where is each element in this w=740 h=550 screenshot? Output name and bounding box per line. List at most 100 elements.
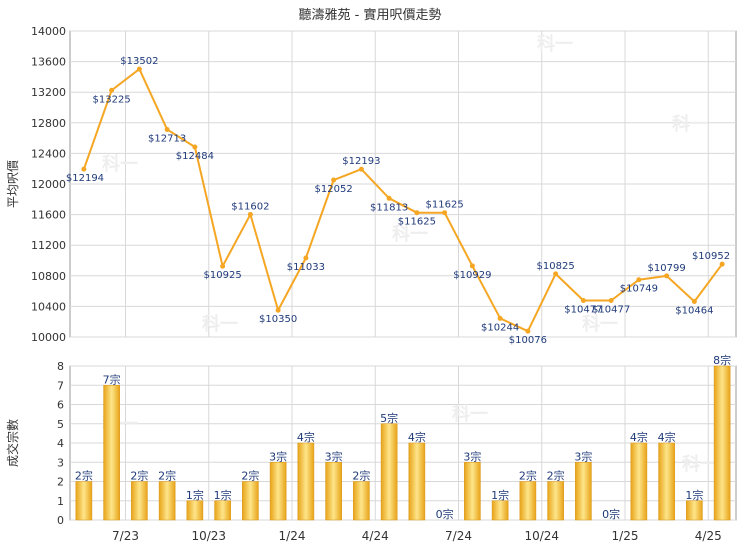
price-data-label: $13225 xyxy=(93,94,131,105)
price-data-label: $13502 xyxy=(120,56,158,67)
transaction-data-label: 0宗 xyxy=(436,507,454,521)
watermark-mark: 科一 xyxy=(102,153,138,175)
price-data-label: $10925 xyxy=(204,270,242,281)
price-data-label: $10477 xyxy=(592,305,630,316)
bar-y-tick-label: 4 xyxy=(57,437,64,450)
price-point xyxy=(664,273,670,279)
x-tick-label: 7/23 xyxy=(112,529,139,543)
transaction-bar xyxy=(408,442,426,521)
transaction-bar xyxy=(75,481,93,521)
watermark-mark: 科一 xyxy=(392,223,428,245)
price-point xyxy=(608,298,614,304)
price-point xyxy=(303,255,309,261)
bar-y-tick-label: 8 xyxy=(57,360,64,373)
transaction-bar xyxy=(519,481,537,521)
transaction-data-label: 2宗 xyxy=(352,469,370,483)
price-data-label: $10477 xyxy=(564,305,602,316)
price-point xyxy=(636,277,642,283)
price-point xyxy=(525,328,531,334)
price-data-label: $10076 xyxy=(509,335,547,346)
axes: 1000010400108001120011600120001240012800… xyxy=(5,25,722,543)
price-point xyxy=(414,210,420,216)
price-point xyxy=(275,307,281,313)
transaction-bar xyxy=(131,481,148,521)
price-data-label: $12194 xyxy=(66,173,104,184)
bar-y-tick-label: 7 xyxy=(57,379,64,392)
transaction-data-label: 4宗 xyxy=(297,430,315,444)
transaction-data-label: 2宗 xyxy=(519,469,537,483)
price-point xyxy=(386,195,392,201)
line-y-tick-label: 10800 xyxy=(31,270,66,283)
transaction-data-label: 2宗 xyxy=(158,469,176,483)
transaction-data-label: 5宗 xyxy=(380,411,398,425)
price-data-label: $11625 xyxy=(426,200,464,211)
bar-y-tick-label: 5 xyxy=(57,418,64,431)
transaction-data-label: 4宗 xyxy=(630,430,648,444)
transaction-data-label: 1宗 xyxy=(685,488,703,502)
transaction-data-label: 3宗 xyxy=(269,449,287,463)
price-point xyxy=(220,263,226,269)
price-data-label: $11625 xyxy=(398,217,436,228)
price-data-label: $10799 xyxy=(648,263,686,274)
price-data-label: $11033 xyxy=(287,262,325,273)
price-data-label: $11602 xyxy=(231,201,269,212)
price-data-label: $12193 xyxy=(342,156,380,167)
bar-y-axis-label: 成交宗數 xyxy=(5,419,20,467)
price-point xyxy=(164,126,170,132)
bar-y-tick-label: 2 xyxy=(57,476,64,489)
watermark-mark: 科一 xyxy=(582,313,618,335)
price-point xyxy=(136,66,142,72)
price-point xyxy=(497,315,503,321)
transaction-bar xyxy=(713,365,731,521)
price-point xyxy=(580,298,586,304)
watermark-mark: 科一 xyxy=(682,453,718,475)
transaction-bar xyxy=(158,481,176,521)
x-tick-label: 7/24 xyxy=(445,529,472,543)
price-line xyxy=(82,68,723,333)
price-point xyxy=(442,210,448,216)
chart-title: 聽濤雅苑 - 實用呎價走勢 xyxy=(298,8,442,23)
transaction-data-label: 2宗 xyxy=(130,469,148,483)
transaction-data-label: 2宗 xyxy=(241,469,259,483)
price-data-label: $10952 xyxy=(692,251,730,262)
transaction-bar xyxy=(491,500,509,521)
line-y-tick-label: 14000 xyxy=(31,25,66,38)
price-point xyxy=(331,177,337,183)
line-y-tick-label: 12800 xyxy=(31,117,66,130)
price-data-label: $10749 xyxy=(620,284,658,295)
x-tick-label: 4/24 xyxy=(362,529,389,543)
bar-y-tick-label: 6 xyxy=(57,399,64,412)
transaction-data-label: 4宗 xyxy=(408,430,426,444)
bar-y-tick-label: 0 xyxy=(57,514,64,527)
transaction-data-label: 1宗 xyxy=(491,488,509,502)
line-y-tick-label: 11200 xyxy=(31,239,66,252)
transaction-data-label: 3宗 xyxy=(325,449,343,463)
price-point xyxy=(719,261,725,267)
line-y-tick-label: 13200 xyxy=(31,86,66,99)
transaction-data-label: 4宗 xyxy=(658,430,676,444)
data-labels: $12194 $13225 $13502 $12713 $12484 $10925 $116… xyxy=(66,56,731,521)
transaction-data-label: 1宗 xyxy=(214,488,232,502)
line-y-tick-label: 10400 xyxy=(31,300,66,313)
transaction-bar xyxy=(103,385,120,521)
line-y-tick-label: 10000 xyxy=(31,331,66,344)
gridlines xyxy=(70,30,736,521)
transaction-bar xyxy=(297,442,315,521)
price-data-label: $10929 xyxy=(453,270,491,281)
transaction-data-label: 2宗 xyxy=(75,469,93,483)
transaction-bar xyxy=(325,462,342,521)
transaction-bar xyxy=(353,481,370,521)
line-y-tick-label: 12000 xyxy=(31,178,66,191)
price-point xyxy=(469,263,475,269)
price-point xyxy=(358,166,364,172)
watermark-mark: 科一 xyxy=(202,313,238,335)
watermark-mark: 科一 xyxy=(537,33,573,55)
line-y-tick-label: 11600 xyxy=(31,209,66,222)
transaction-bar xyxy=(464,462,481,521)
x-tick-label: 1/25 xyxy=(612,529,639,543)
price-point xyxy=(109,87,115,93)
line-y-tick-label: 13600 xyxy=(31,56,66,69)
